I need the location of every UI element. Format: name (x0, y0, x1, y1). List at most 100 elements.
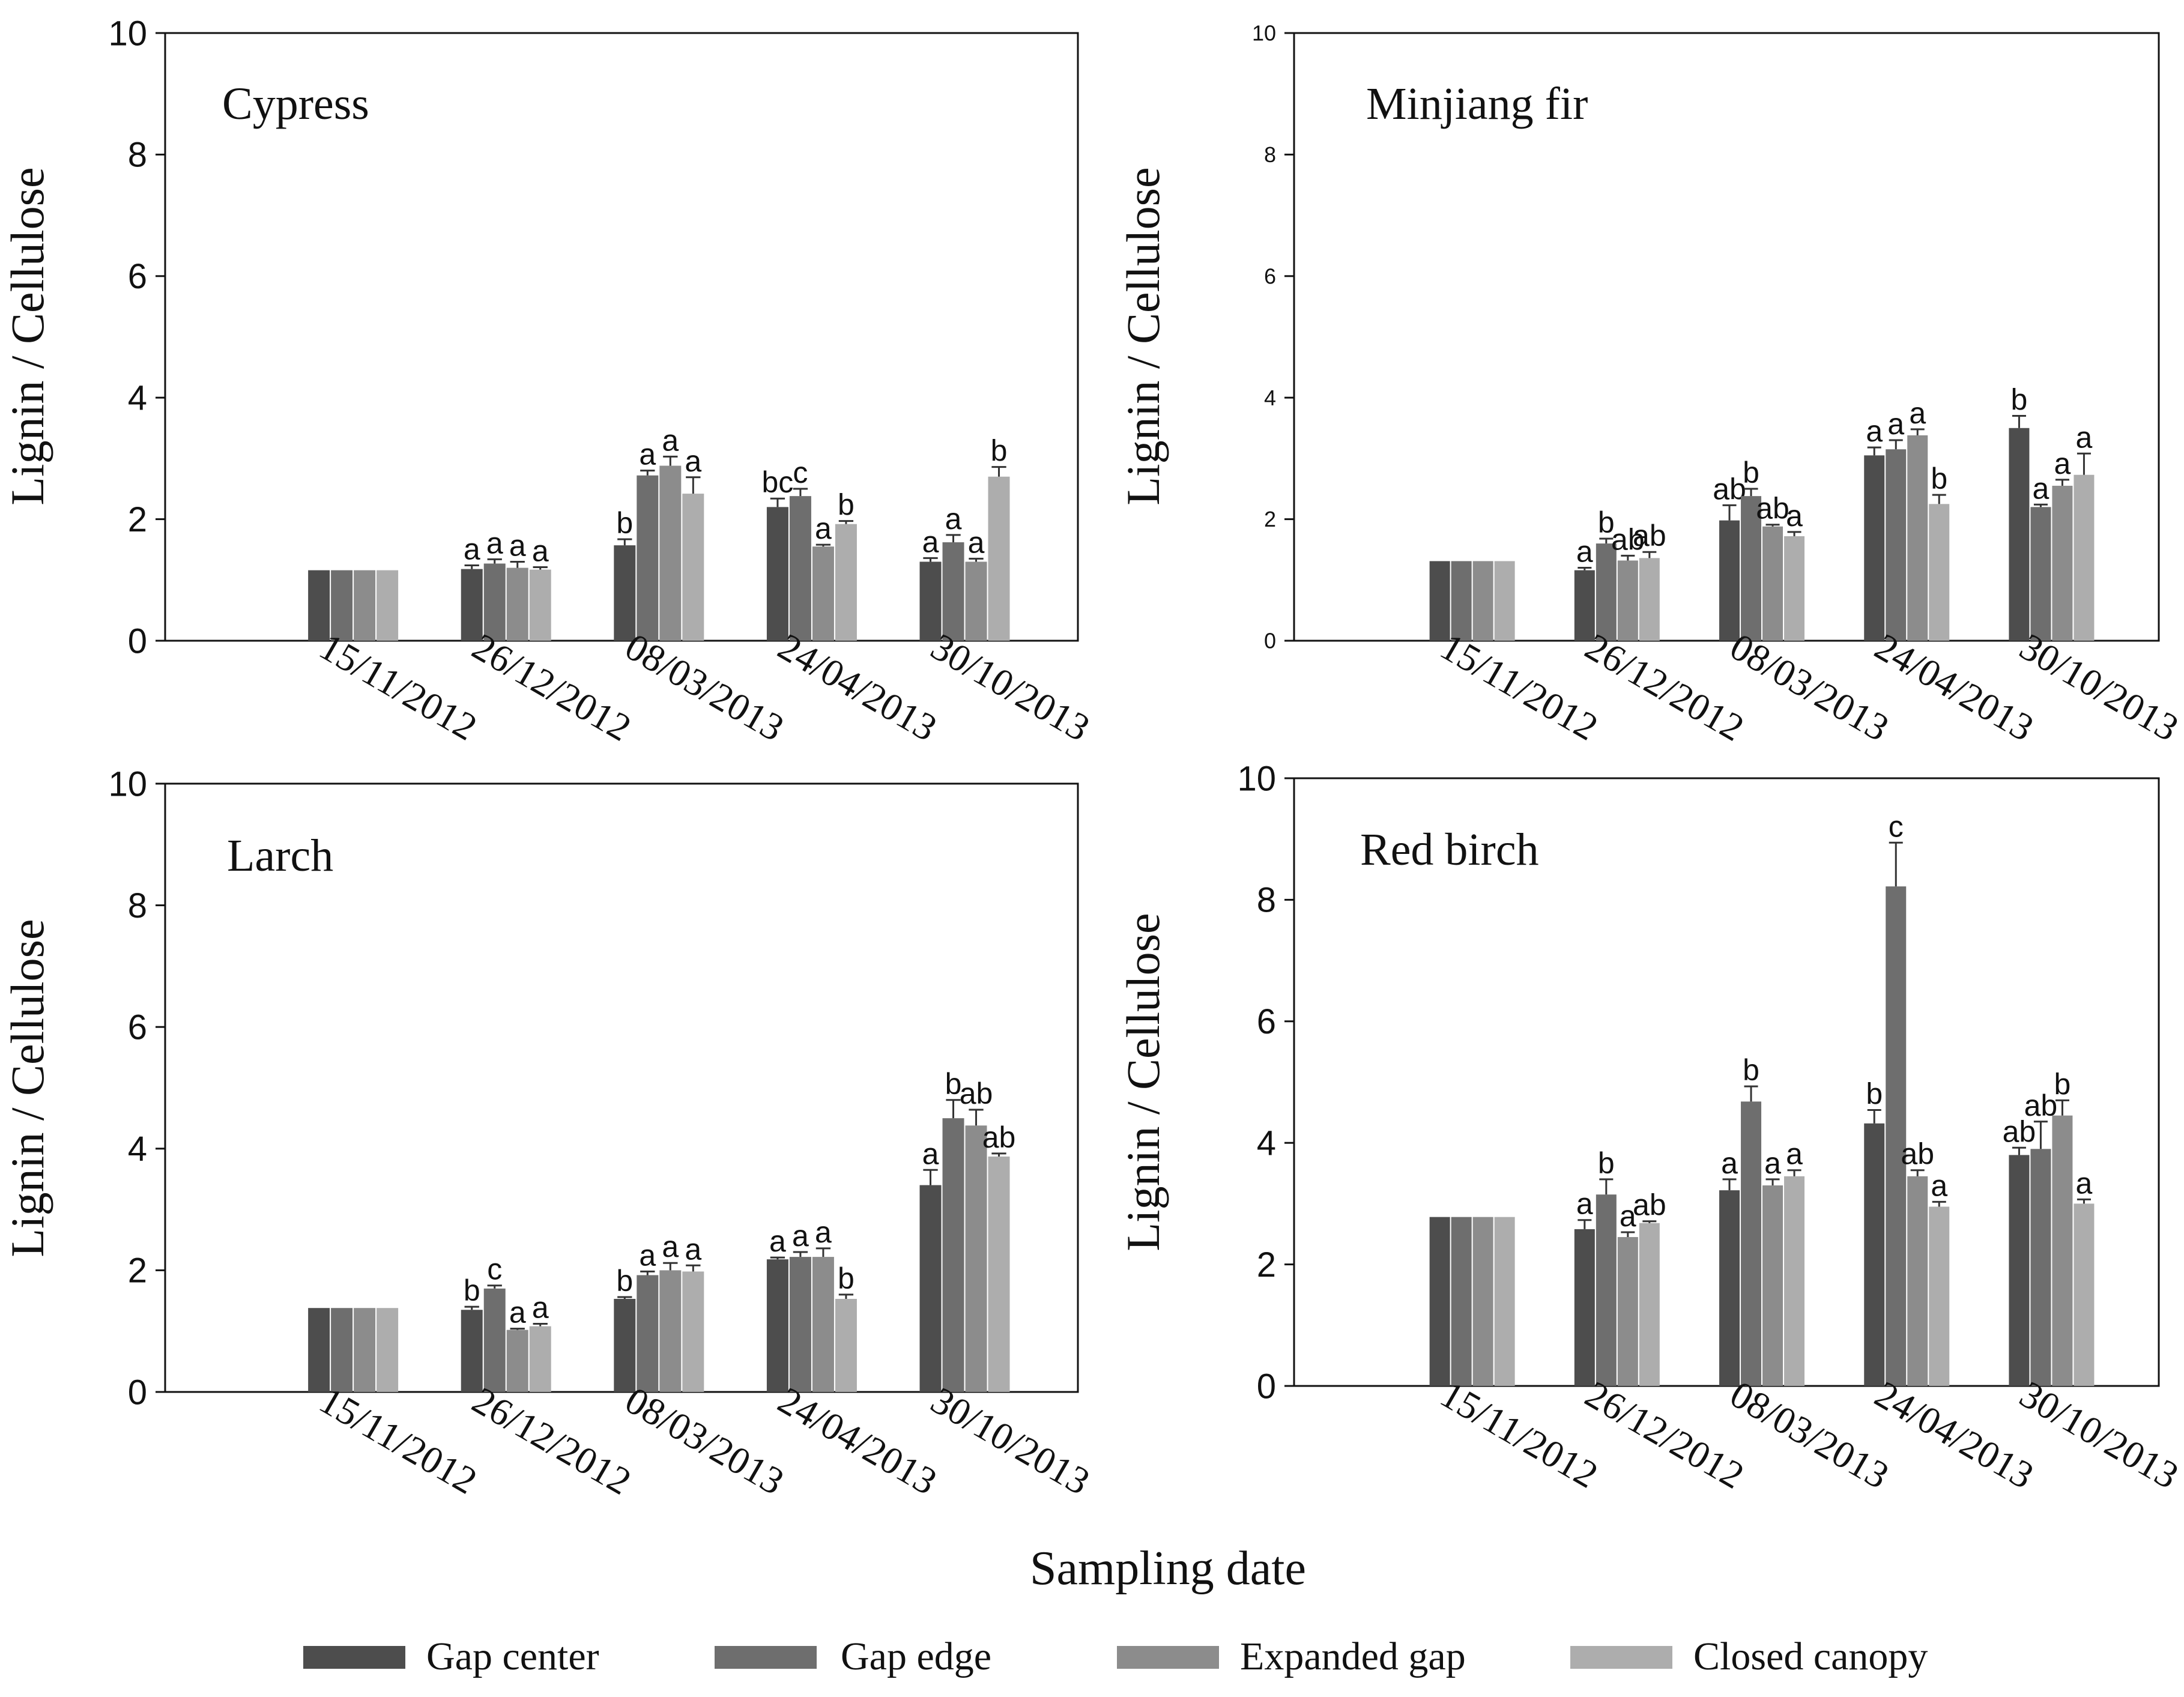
bar (1639, 558, 1660, 641)
significance-letter: a (532, 534, 549, 568)
x-tick-label: 30/10/2013 (2013, 625, 2184, 749)
bar (2074, 1203, 2095, 1386)
bar (766, 507, 788, 641)
significance-letter: a (2076, 1166, 2093, 1200)
chart-panels: 0 2 4 6 8 10 Lignin / Cellulose Cypress 15/11/20… (1, 14, 2184, 1503)
significance-letter: ab (1901, 1137, 1934, 1171)
significance-letter: a (815, 1215, 832, 1249)
bar (2074, 474, 2095, 641)
bar (637, 1275, 659, 1392)
bar (1574, 1229, 1595, 1386)
bar (2052, 1115, 2073, 1386)
bar (812, 546, 834, 641)
significance-letter: a (1786, 499, 1803, 533)
significance-letter: bc (762, 465, 794, 499)
chart-panel-2: 0 2 4 6 8 10 Lignin / Cellulose Minjiang fir 15/… (1117, 21, 2184, 749)
significance-letter: a (968, 525, 985, 559)
y-tick-label: 10 (108, 14, 147, 53)
bar (1719, 1190, 1740, 1386)
x-tick-label: 08/03/2013 (1723, 625, 1896, 749)
bar (1639, 1223, 1660, 1386)
bar (529, 569, 551, 641)
significance-letter: a (945, 502, 962, 536)
bar (331, 1308, 353, 1392)
y-tick-label: 0 (128, 622, 147, 661)
bar (682, 494, 704, 641)
bar (2009, 428, 2030, 641)
bar (483, 1288, 506, 1392)
bar (1472, 1217, 1493, 1386)
significance-letter: a (1786, 1137, 1803, 1171)
significance-letter: a (1764, 1146, 1781, 1180)
significance-letter: b (1743, 456, 1759, 489)
bar (919, 1185, 942, 1392)
bar (659, 465, 682, 641)
bar (1907, 435, 1928, 641)
y-tick-label: 10 (1252, 21, 1276, 46)
x-tick-label: 26/12/2012 (1578, 1373, 1751, 1497)
legend-swatch-expanded-gap (1117, 1646, 1219, 1669)
bar (919, 561, 942, 641)
bar (835, 524, 857, 641)
bar (2009, 1155, 2030, 1386)
bar (1784, 536, 1805, 641)
legend-label-closed-canopy: Closed canopy (1693, 1635, 1928, 1678)
significance-letter: a (1721, 1146, 1738, 1180)
bar (506, 1329, 528, 1392)
bar (965, 1125, 987, 1392)
panel-title: Red birch (1360, 824, 1539, 875)
significance-letter: a (509, 1296, 526, 1329)
significance-letter: a (662, 423, 679, 457)
legend-swatch-closed-canopy (1570, 1646, 1672, 1669)
significance-letter: b (1598, 1146, 1615, 1180)
bar (988, 1156, 1010, 1392)
bar (1762, 526, 1783, 641)
chart-panel-3: 0 2 4 6 8 10 Lignin / Cellulose Larch 15/11/2012… (1, 764, 1097, 1503)
significance-letter: c (1889, 809, 1904, 843)
significance-letter: b (991, 434, 1008, 468)
significance-letter: b (945, 1067, 962, 1101)
panel-title: Larch (227, 830, 333, 881)
significance-letter: a (1931, 1169, 1947, 1202)
x-tick-label: 30/10/2013 (924, 625, 1097, 749)
y-tick-label: 4 (1264, 386, 1276, 410)
significance-letter: b (1598, 506, 1615, 539)
x-tick-label: 24/04/2013 (771, 625, 944, 749)
y-tick-label: 2 (128, 1251, 147, 1290)
significance-letter: b (1743, 1053, 1759, 1087)
significance-letter: b (1931, 462, 1947, 495)
x-tick-label: 08/03/2013 (619, 625, 791, 749)
bar (308, 570, 330, 641)
significance-letter: a (2054, 447, 2071, 480)
bar (942, 1118, 964, 1392)
y-tick-label: 6 (128, 1008, 147, 1047)
significance-letter: ab (1713, 472, 1746, 506)
chart-panel-4: 0 2 4 6 8 10 Lignin / Cellulose Red birch 15/11/… (1117, 759, 2184, 1497)
bar (1596, 543, 1617, 641)
bar (942, 542, 964, 641)
x-tick-label: 30/10/2013 (924, 1379, 1097, 1503)
significance-letter: a (1866, 414, 1883, 448)
significance-letter: b (2011, 383, 2028, 417)
bar (2052, 485, 2073, 641)
significance-letter: a (662, 1230, 679, 1263)
bar (1719, 520, 1740, 641)
y-tick-label: 10 (108, 764, 147, 803)
significance-letter: a (464, 533, 480, 566)
y-tick-label: 8 (128, 136, 147, 175)
bar (1741, 496, 1762, 641)
significance-letter: b (838, 488, 855, 522)
significance-letter: ab (1633, 1188, 1666, 1222)
bar (1574, 570, 1595, 641)
bar (1429, 561, 1450, 641)
bar (354, 570, 376, 641)
significance-letter: ab (1611, 522, 1645, 556)
significance-letter: ab (960, 1077, 993, 1110)
bar (614, 545, 636, 641)
chart-panel-1: 0 2 4 6 8 10 Lignin / Cellulose Cypress 15/11/20… (1, 14, 1097, 749)
bar (461, 1310, 483, 1392)
significance-letter: a (815, 512, 832, 545)
bar (1494, 1217, 1515, 1386)
y-tick-label: 6 (1264, 264, 1276, 288)
bar (1494, 561, 1515, 641)
